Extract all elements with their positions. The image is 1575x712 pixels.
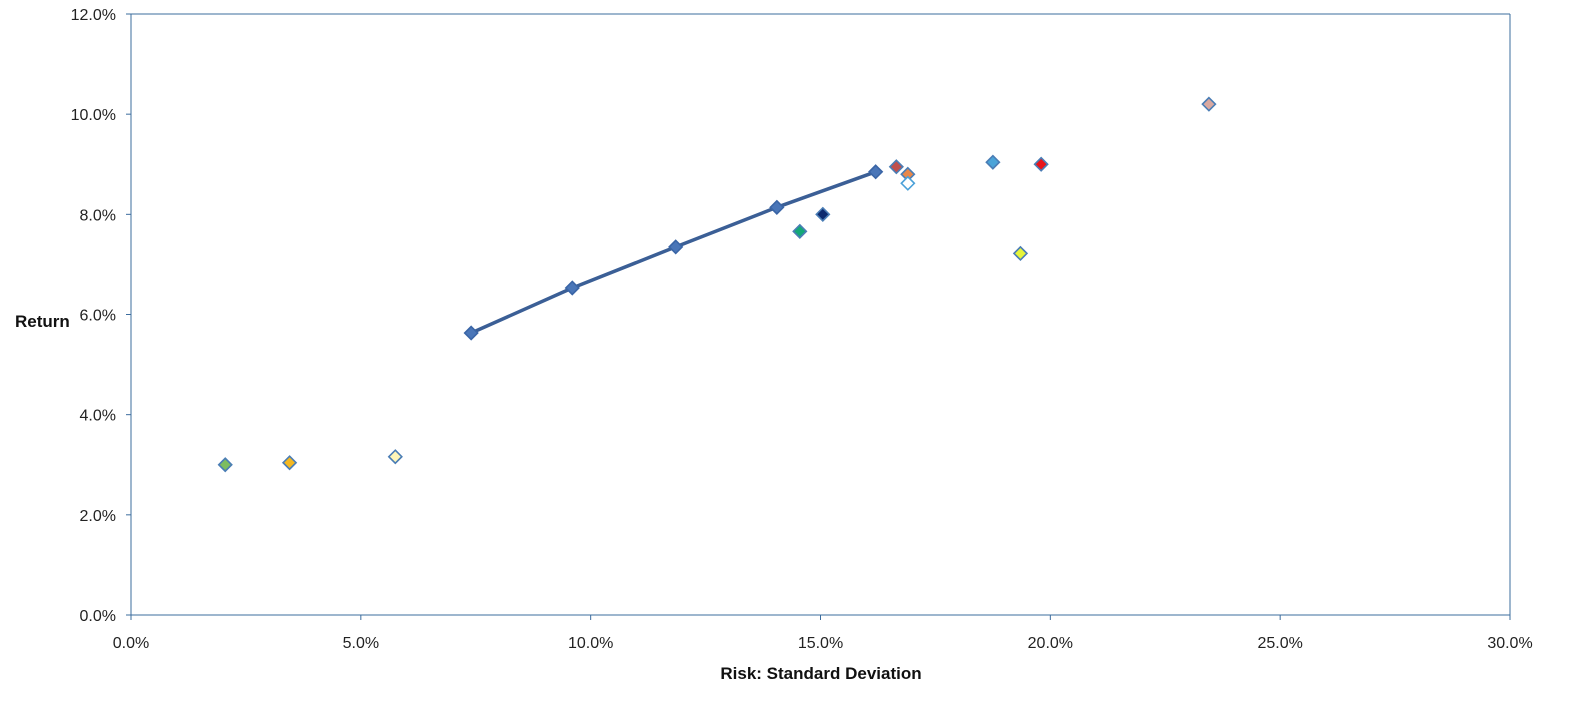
asset-point	[1201, 96, 1217, 112]
asset-point	[792, 223, 808, 239]
frontier-point	[769, 199, 785, 215]
x-tick-label: 20.0%	[1028, 635, 1073, 652]
frontier-point	[463, 325, 479, 341]
y-tick-label: 8.0%	[80, 207, 116, 224]
x-tick-label: 10.0%	[568, 635, 613, 652]
frontier-point	[564, 280, 580, 296]
x-tick-label: 0.0%	[113, 635, 149, 652]
asset-point	[815, 206, 831, 222]
x-tick-label: 15.0%	[798, 635, 843, 652]
y-tick-label: 6.0%	[80, 308, 116, 325]
x-tick-label: 5.0%	[343, 635, 379, 652]
asset-point	[985, 154, 1001, 170]
efficient-frontier-series	[463, 164, 884, 341]
plot-frame	[130, 13, 1511, 616]
asset-point	[900, 175, 916, 191]
asset-point	[387, 449, 403, 465]
frontier-line	[470, 170, 877, 335]
y-axis-title: Return	[15, 312, 70, 331]
y-tick-label: 0.0%	[80, 608, 116, 625]
x-axis-ticks: 0.0% 5.0% 10.0% 15.0% 20.0% 25.0% 30.0%	[113, 615, 1533, 652]
x-tick-label: 25.0%	[1257, 635, 1302, 652]
y-axis-ticks: 0.0% 2.0% 4.0% 6.0% 8.0% 10.0% 12.0%	[71, 7, 131, 625]
asset-point	[1033, 156, 1049, 172]
x-tick-label: 30.0%	[1487, 635, 1532, 652]
asset-point	[281, 455, 298, 471]
frontier-point	[868, 164, 884, 180]
asset-point	[1012, 245, 1029, 262]
asset-point	[888, 159, 904, 175]
asset-points-series	[217, 96, 1217, 473]
x-axis-title: Risk: Standard Deviation	[720, 664, 921, 683]
y-tick-label: 2.0%	[80, 508, 116, 525]
frontier-point	[668, 239, 684, 255]
asset-point	[217, 457, 233, 473]
y-tick-label: 12.0%	[71, 7, 116, 24]
y-tick-label: 10.0%	[71, 107, 116, 124]
y-tick-label: 4.0%	[80, 408, 116, 425]
